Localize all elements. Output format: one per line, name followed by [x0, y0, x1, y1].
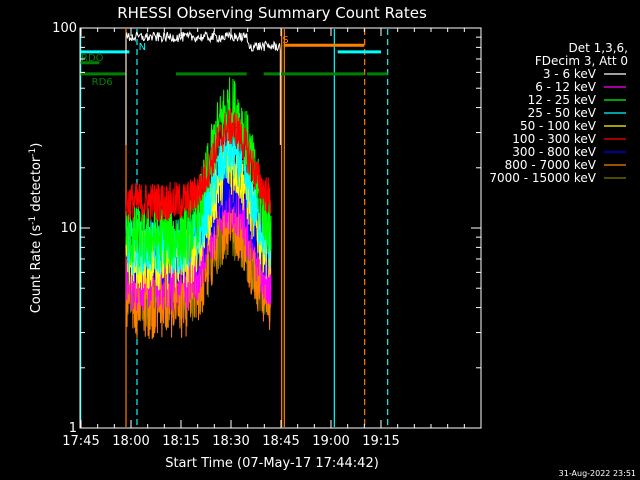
footer-timestamp: 31-Aug-2022 23:51 — [559, 469, 636, 478]
legend-label-i8: 7000 - 15000 keV — [489, 171, 596, 185]
legend-label-i6: 300 - 800 keV — [512, 145, 596, 159]
legend-label-i4: 50 - 100 keV — [520, 119, 597, 133]
legend-header-line-2: FDecim 3, Att 0 — [535, 54, 628, 68]
x-tick-label-i3: 18:30 — [212, 434, 249, 449]
chart-title: RHESSI Observing Summary Count Rates — [117, 4, 427, 22]
x-tick-label-i4: 18:45 — [262, 434, 299, 449]
series-line-i5 — [125, 107, 272, 222]
y-label-part-2: detector — [29, 156, 44, 216]
y-label-sup-1: -1 — [28, 216, 38, 225]
x-tick-label-i1: 18:00 — [112, 434, 149, 449]
attenuator-trace — [125, 30, 281, 146]
legend-label-i0: 3 - 6 keV — [543, 67, 597, 81]
y-tick-label-i2: 100 — [52, 21, 77, 36]
y-axis: 1 10 100 — [52, 21, 481, 436]
x-axis: 17:45 18:00 18:15 18:30 18:45 19:00 19:15 — [62, 28, 482, 449]
y-tick-label-i1: 10 — [60, 221, 77, 236]
y-label-part-1: Count Rate (s — [29, 225, 44, 314]
x-tick-label-i2: 18:15 — [162, 434, 199, 449]
flag-label-rdo: RDO — [81, 53, 104, 64]
y-label-sup-2: -1 — [28, 148, 38, 157]
series-group — [125, 77, 272, 340]
y-axis-label: Count Rate (s-1 detector-1) — [28, 143, 44, 314]
legend-label-i7: 800 - 7000 keV — [505, 158, 597, 172]
x-axis-label: Start Time (07-May-17 17:44:42) — [165, 456, 379, 471]
y-tick-label-i0: 1 — [69, 421, 77, 436]
x-tick-label-i5: 19:00 — [312, 434, 349, 449]
flag-label-n: N — [139, 42, 146, 53]
flag-label-s: S — [282, 35, 288, 46]
series-line-i2 — [125, 77, 272, 269]
legend-label-i3: 25 - 50 keV — [528, 106, 597, 120]
x-tick-label-i6: 19:15 — [362, 434, 399, 449]
x-tick-label-i0: 17:45 — [62, 434, 99, 449]
legend-label-i1: 6 - 12 keV — [535, 80, 597, 94]
plot-area: N RDO RD6 S — [80, 29, 389, 427]
y-label-part-3: ) — [29, 143, 44, 148]
flag-label-rd6: RD6 — [92, 77, 113, 88]
attenuator-line — [125, 30, 281, 146]
legend-label-i5: 100 - 300 keV — [512, 132, 596, 146]
legend-header-line-1: Det 1,3,6, — [569, 41, 629, 55]
legend-label-i2: 12 - 25 keV — [528, 93, 597, 107]
